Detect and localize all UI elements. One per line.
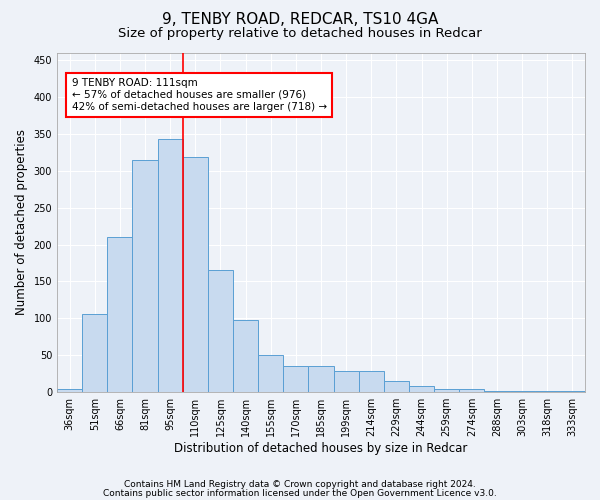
Text: Contains HM Land Registry data © Crown copyright and database right 2024.: Contains HM Land Registry data © Crown c… [124, 480, 476, 489]
Text: Contains public sector information licensed under the Open Government Licence v3: Contains public sector information licen… [103, 488, 497, 498]
Bar [283, 366, 308, 392]
Text: 9, TENBY ROAD, REDCAR, TS10 4GA: 9, TENBY ROAD, REDCAR, TS10 4GA [162, 12, 438, 28]
Bar [107, 237, 133, 392]
Bar [258, 356, 283, 392]
Bar [384, 381, 409, 392]
Bar [308, 366, 334, 392]
Bar [158, 139, 183, 392]
Bar [233, 320, 258, 392]
Bar [409, 386, 434, 392]
Bar [434, 388, 459, 392]
Text: 9 TENBY ROAD: 111sqm
← 57% of detached houses are smaller (976)
42% of semi-deta: 9 TENBY ROAD: 111sqm ← 57% of detached h… [71, 78, 327, 112]
X-axis label: Distribution of detached houses by size in Redcar: Distribution of detached houses by size … [175, 442, 468, 455]
Bar [183, 158, 208, 392]
Bar [459, 388, 484, 392]
Bar [82, 314, 107, 392]
Bar [484, 390, 509, 392]
Bar [359, 371, 384, 392]
Text: Size of property relative to detached houses in Redcar: Size of property relative to detached ho… [118, 28, 482, 40]
Bar [57, 388, 82, 392]
Bar [208, 270, 233, 392]
Y-axis label: Number of detached properties: Number of detached properties [15, 130, 28, 316]
Bar [133, 160, 158, 392]
Bar [334, 371, 359, 392]
